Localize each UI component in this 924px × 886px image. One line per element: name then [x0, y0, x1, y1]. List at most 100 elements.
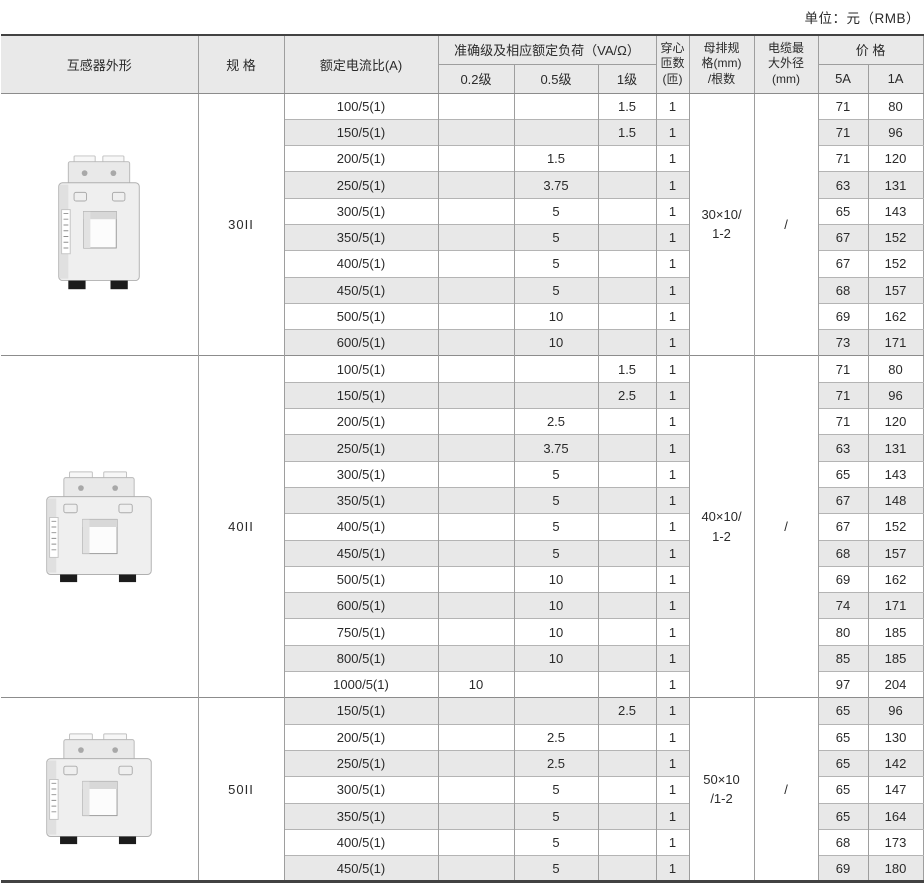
class-0-5-cell: 2.5: [513, 749, 598, 777]
price-1a-cell: 173: [867, 828, 924, 856]
price-5a-cell: 71: [817, 408, 869, 435]
price-1a-cell: 171: [867, 592, 924, 619]
price-1a-cell: 80: [867, 355, 924, 383]
turns-cell: 1: [655, 539, 690, 567]
price-1a-cell: 80: [867, 92, 924, 120]
price-1a-cell: 131: [867, 171, 924, 199]
cable-cell: /: [753, 92, 819, 356]
class-0-2-cell: [437, 197, 514, 225]
price-1a-cell: 96: [867, 118, 924, 146]
class-0-2-cell: [437, 276, 514, 304]
class-0-5-cell: [513, 671, 598, 698]
class-0-5-cell: 10: [513, 329, 598, 356]
class-0-2-cell: [437, 618, 514, 646]
turns-cell: 1: [655, 592, 690, 619]
class-0-5-cell: [513, 355, 598, 383]
table-row: 400/5(1) 5 1 67 152: [1, 513, 924, 541]
price-1a-cell: 143: [867, 460, 924, 488]
price-5a-cell: 65: [817, 723, 869, 751]
class-0-2-cell: [437, 776, 514, 804]
class-0-5-cell: 5: [513, 223, 598, 251]
ratio-cell: 400/5(1): [283, 828, 438, 856]
class-1-cell: [597, 618, 657, 646]
current-transformer-photo: [58, 155, 141, 290]
table-row: 1000/5(1) 10 1 97 204: [1, 671, 924, 698]
class-0-2-cell: [437, 697, 514, 725]
class-0-2-cell: [437, 828, 514, 856]
turns-cell: 1: [655, 486, 690, 514]
ratio-cell: 750/5(1): [283, 618, 438, 646]
price-5a-cell: 71: [817, 355, 869, 383]
price-5a-cell: 74: [817, 592, 869, 619]
table-row: 800/5(1) 10 1 85 185: [1, 644, 924, 672]
turns-cell: 1: [655, 434, 690, 462]
price-5a-cell: 68: [817, 539, 869, 567]
table-row: 600/5(1) 10 1 74 171: [1, 592, 924, 619]
price-1a-cell: 148: [867, 486, 924, 514]
class-1-cell: [597, 486, 657, 514]
col-header-price-1a: 1A: [867, 64, 924, 94]
turns-cell: 1: [655, 381, 690, 409]
class-1-cell: [597, 276, 657, 304]
ratio-cell: 600/5(1): [283, 592, 438, 619]
price-1a-cell: 185: [867, 618, 924, 646]
class-1-cell: [597, 855, 657, 882]
class-0-5-cell: 10: [513, 592, 598, 619]
turns-cell: 1: [655, 460, 690, 488]
price-5a-cell: 71: [817, 381, 869, 409]
table-row: 450/5(1) 5 1 69 180: [1, 855, 924, 882]
class-0-2-cell: [437, 171, 514, 199]
col-header-appearance: 互感器外形: [1, 35, 198, 94]
ratio-cell: 300/5(1): [283, 460, 438, 488]
turns-cell: 1: [655, 644, 690, 672]
table-row: 50II 150/5(1) 2.5 1 50×10 /1-2/65 96: [1, 697, 924, 882]
price-1a-cell: 171: [867, 329, 924, 356]
price-1a-cell: 152: [867, 250, 924, 278]
class-0-2-cell: [437, 118, 514, 146]
price-1a-cell: 152: [867, 223, 924, 251]
class-1-cell: [597, 749, 657, 777]
price-5a-cell: 71: [817, 118, 869, 146]
turns-cell: 1: [655, 92, 690, 120]
col-header-ratio: 额定电流比(A): [283, 35, 438, 94]
ratio-cell: 500/5(1): [283, 302, 438, 330]
ratio-cell: 800/5(1): [283, 644, 438, 672]
class-1-cell: 1.5: [597, 118, 657, 146]
class-1-cell: [597, 434, 657, 462]
turns-cell: 1: [655, 223, 690, 251]
ratio-cell: 200/5(1): [283, 723, 438, 751]
class-0-5-cell: [513, 381, 598, 409]
class-1-cell: [597, 171, 657, 199]
class-0-2-cell: [437, 92, 514, 120]
spec-cell: 40II: [197, 355, 284, 698]
table-row: 250/5(1) 3.75 1 63 131: [1, 171, 924, 199]
ratio-cell: 400/5(1): [283, 513, 438, 541]
class-0-5-cell: [513, 118, 598, 146]
class-0-2-cell: [437, 539, 514, 567]
turns-cell: 1: [655, 408, 690, 435]
ratio-cell: 500/5(1): [283, 565, 438, 593]
table-row: 500/5(1) 10 1 69 162: [1, 565, 924, 593]
table-row: 350/5(1) 5 1 65 164: [1, 802, 924, 830]
price-5a-cell: 68: [817, 828, 869, 856]
price-5a-cell: 97: [817, 671, 869, 698]
class-0-2-cell: [437, 513, 514, 541]
spec-cell: 50II: [197, 697, 284, 882]
price-1a-cell: 162: [867, 302, 924, 330]
busbar-cell: 40×10/ 1-2: [688, 355, 755, 698]
table-row: 200/5(1) 2.5 1 65 130: [1, 723, 924, 751]
table-row: 40II 100/5(1) 1.5 1 40×10/ 1-2/71 80: [1, 355, 924, 698]
class-0-2-cell: [437, 486, 514, 514]
table-row: 150/5(1) 1.5 1 71 96: [1, 118, 924, 146]
turns-cell: 1: [655, 302, 690, 330]
price-1a-cell: 162: [867, 565, 924, 593]
class-0-2-cell: [437, 381, 514, 409]
class-0-5-cell: 5: [513, 276, 598, 304]
class-1-cell: [597, 223, 657, 251]
price-1a-cell: 143: [867, 197, 924, 225]
ratio-cell: 450/5(1): [283, 276, 438, 304]
price-5a-cell: 85: [817, 644, 869, 672]
price-5a-cell: 63: [817, 171, 869, 199]
price-5a-cell: 67: [817, 250, 869, 278]
